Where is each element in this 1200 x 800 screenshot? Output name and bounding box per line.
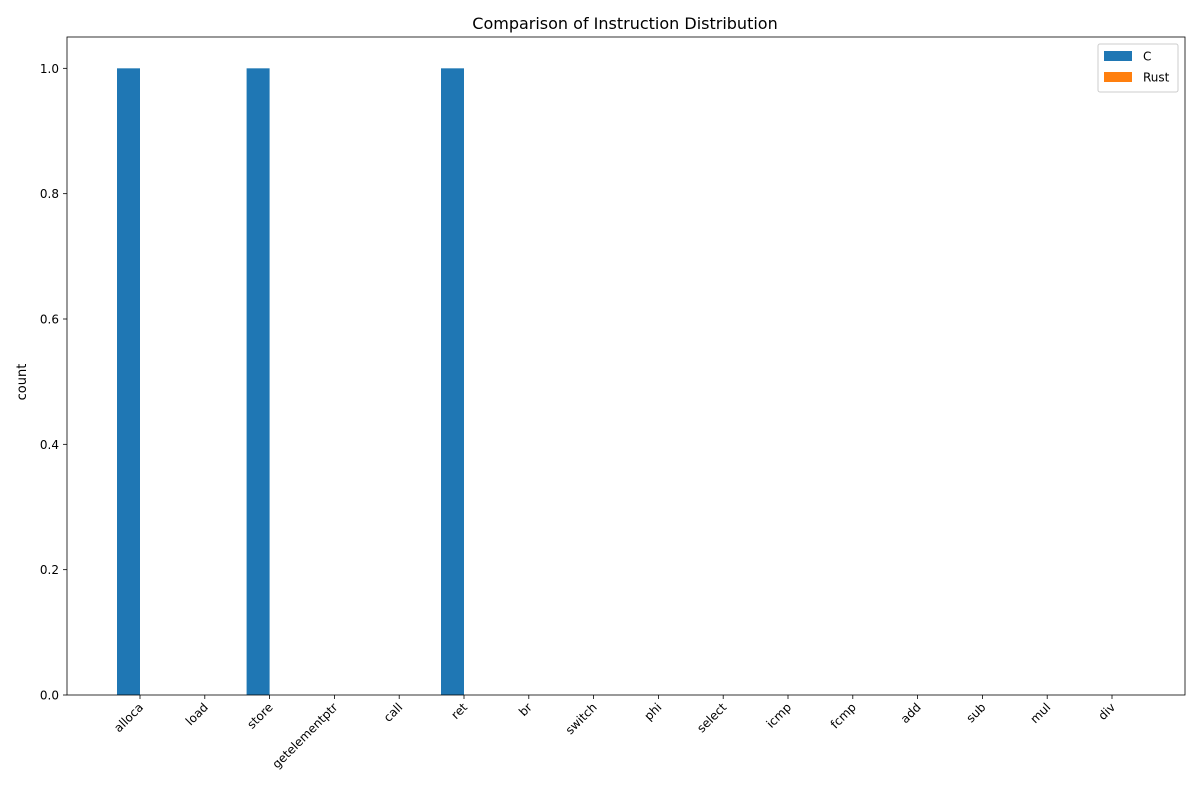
legend: C Rust — [1097, 43, 1179, 93]
x-tick-label: br — [516, 700, 535, 719]
bars-group — [117, 68, 464, 695]
legend-swatch-c — [1104, 51, 1132, 61]
y-tick-label: 0.4 — [40, 438, 59, 452]
x-tick-label: fcmp — [828, 700, 859, 731]
legend-label-rust: Rust — [1143, 71, 1170, 85]
bar-c-ret — [441, 68, 464, 695]
y-tick-label: 0.2 — [40, 563, 59, 577]
y-tick-label: 1.0 — [40, 62, 59, 76]
x-tick-label: phi — [641, 700, 664, 723]
plot-frame — [66, 36, 1186, 696]
x-tick-label: load — [183, 700, 211, 728]
legend-swatch-rust — [1104, 72, 1132, 82]
y-tick-label: 0.8 — [40, 187, 59, 201]
legend-label-c: C — [1143, 50, 1151, 64]
x-tick-label: div — [1095, 700, 1118, 723]
bar-c-store — [246, 68, 270, 695]
x-tick-label: switch — [563, 700, 600, 737]
x-tick-label: mul — [1027, 700, 1053, 726]
y-axis-label: count — [15, 364, 30, 401]
x-tick-label: add — [898, 700, 924, 726]
x-tick-label: select — [694, 700, 729, 735]
x-tick-label: ret — [448, 700, 470, 722]
y-tick-label: 0.0 — [40, 689, 59, 703]
x-tick-label: call — [381, 700, 405, 724]
y-axis: 0.0 0.2 0.4 0.6 0.8 1.0 — [40, 62, 67, 703]
chart-title: Comparison of Instruction Distribution — [472, 14, 777, 33]
bar-c-alloca — [117, 68, 140, 695]
x-tick-label: alloca — [111, 700, 146, 735]
x-tick-label: sub — [963, 700, 988, 725]
y-tick-label: 0.6 — [40, 313, 59, 327]
x-tick-label: store — [244, 700, 275, 731]
x-tick-label: getelementptr — [269, 700, 340, 771]
x-tick-label: icmp — [764, 700, 795, 731]
